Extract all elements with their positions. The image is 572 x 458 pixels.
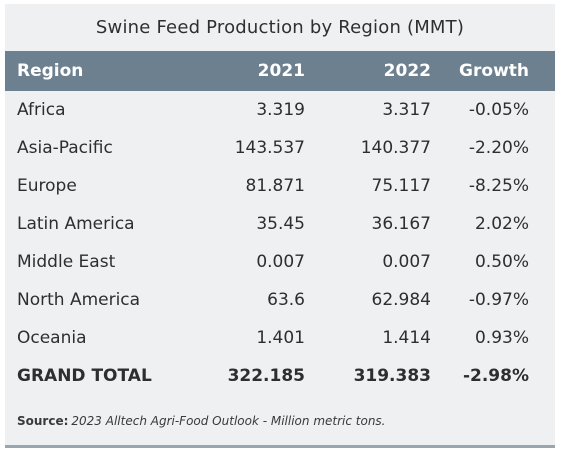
- cell-region: Middle East: [17, 252, 116, 272]
- cell-growth: -0.97%: [468, 290, 529, 310]
- header-row: Region 2021 2022 Growth: [5, 51, 555, 91]
- table-row: Europe 81.871 75.117 -8.25%: [5, 167, 555, 205]
- production-table: Region 2021 2022 Growth Africa 3.319 3.3…: [5, 51, 555, 395]
- source-label: Source:: [17, 414, 69, 428]
- cell-growth: 2.02%: [474, 214, 529, 234]
- cell-2021: 1.401: [256, 328, 305, 348]
- table-row: North America 63.6 62.984 -0.97%: [5, 281, 555, 319]
- header-2021: 2021: [195, 51, 305, 91]
- cell-2021: 63.6: [267, 290, 305, 310]
- cell-region: Oceania: [17, 328, 87, 348]
- table-row: Latin America 35.45 36.167 2.02%: [5, 205, 555, 243]
- table-row: Asia-Pacific 143.537 140.377 -2.20%: [5, 129, 555, 167]
- total-label: GRAND TOTAL: [17, 366, 152, 386]
- cell-2021: 143.537: [234, 138, 305, 158]
- cell-2022: 62.984: [371, 290, 431, 310]
- cell-growth: -0.05%: [468, 100, 529, 120]
- cell-region: Asia-Pacific: [17, 138, 113, 158]
- cell-2021: 3.319: [256, 100, 305, 120]
- cell-2022: 3.317: [382, 100, 431, 120]
- cell-region: Africa: [17, 100, 66, 120]
- cell-growth: -2.20%: [468, 138, 529, 158]
- header-growth: Growth: [437, 51, 555, 91]
- cell-2022: 140.377: [360, 138, 431, 158]
- cell-2021: 81.871: [245, 176, 305, 196]
- total-2022: 319.383: [353, 366, 431, 386]
- table-header: Region 2021 2022 Growth: [5, 51, 555, 91]
- table-row: Middle East 0.007 0.007 0.50%: [5, 243, 555, 281]
- header-2022: 2022: [305, 51, 437, 91]
- cell-2022: 75.117: [371, 176, 431, 196]
- cell-region: Europe: [17, 176, 77, 196]
- table-body: Africa 3.319 3.317 -0.05% Asia-Pacific 1…: [5, 91, 555, 395]
- bottom-divider: [5, 445, 555, 448]
- table-title: Swine Feed Production by Region (MMT): [95, 17, 465, 38]
- cell-region: North America: [17, 290, 141, 310]
- table-row: Africa 3.319 3.317 -0.05%: [5, 91, 555, 129]
- feed-table-card: Swine Feed Production by Region (MMT) Re…: [5, 4, 555, 448]
- cell-2021: 35.45: [256, 214, 305, 234]
- cell-2022: 36.167: [371, 214, 431, 234]
- source-note: Source: 2023 Alltech Agri-Food Outlook - …: [17, 414, 386, 428]
- cell-growth: -8.25%: [468, 176, 529, 196]
- cell-region: Latin America: [17, 214, 135, 234]
- cell-growth: 0.93%: [474, 328, 529, 348]
- total-2021: 322.185: [227, 366, 305, 386]
- total-growth: -2.98%: [462, 366, 529, 386]
- header-region: Region: [5, 51, 195, 91]
- cell-2022: 1.414: [382, 328, 431, 348]
- source-text: 2023 Alltech Agri-Food Outlook - Million…: [71, 414, 386, 428]
- table-row: Oceania 1.401 1.414 0.93%: [5, 319, 555, 357]
- grand-total-row: GRAND TOTAL 322.185 319.383 -2.98%: [5, 357, 555, 395]
- cell-growth: 0.50%: [474, 252, 529, 272]
- cell-2021: 0.007: [256, 252, 305, 272]
- cell-2022: 0.007: [382, 252, 431, 272]
